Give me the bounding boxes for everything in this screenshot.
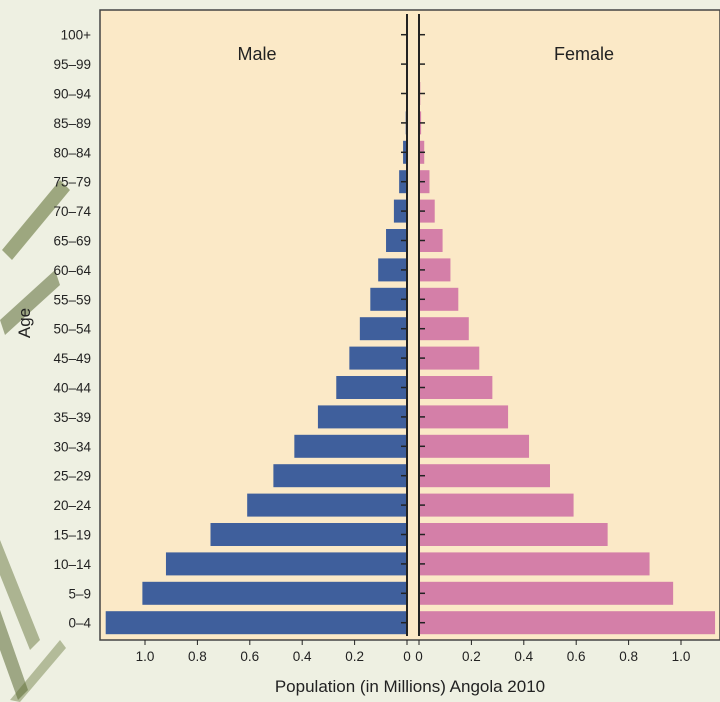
x-tick-label: 0 <box>403 649 411 664</box>
y-axis-title: Age <box>15 308 34 338</box>
age-label-35–39: 35–39 <box>53 410 91 425</box>
male-bar-40–44 <box>336 376 407 399</box>
age-label-20–24: 20–24 <box>53 498 91 513</box>
female-bar-45–49 <box>419 346 480 370</box>
age-label-85–89: 85–89 <box>53 116 91 131</box>
male-bar-50–54 <box>359 317 407 341</box>
female-bar-50–54 <box>419 317 469 341</box>
female-bar-35–39 <box>419 405 509 429</box>
age-label-5–9: 5–9 <box>68 586 91 601</box>
x-tick-label: 0.8 <box>619 649 638 664</box>
age-label-60–64: 60–64 <box>53 263 91 278</box>
male-bar-65–69 <box>386 229 407 252</box>
age-label-45–49: 45–49 <box>53 351 91 366</box>
x-tick-label: 0.4 <box>514 649 533 664</box>
age-label-75–79: 75–79 <box>53 175 91 190</box>
female-bar-70–74 <box>419 199 435 223</box>
age-label-80–84: 80–84 <box>53 145 91 160</box>
x-axis-title: Population (in Millions) Angola 2010 <box>275 677 545 696</box>
female-bar-30–34 <box>419 434 530 458</box>
x-tick-label: 0.2 <box>345 649 364 664</box>
age-label-10–14: 10–14 <box>53 557 91 572</box>
male-bar-15–19 <box>210 523 407 546</box>
age-label-25–29: 25–29 <box>53 469 91 484</box>
male-bar-60–64 <box>378 258 407 282</box>
male-bar-20–24 <box>247 493 407 517</box>
x-tick-label: 0.6 <box>240 649 259 664</box>
population-tick-labels: 1.0 0.8 0.6 0.4 0.2 0 0 0.2 0.4 0.6 0.8 1.0 <box>136 649 691 664</box>
age-label-40–44: 40–44 <box>53 381 91 396</box>
age-label-70–74: 70–74 <box>53 204 91 219</box>
age-tick-labels: 0–4 5–9 10–14 15–19 20–24 25–29 30–34 35–39 40–4… <box>53 28 91 631</box>
age-label-30–34: 30–34 <box>53 439 91 454</box>
x-tick-label: 0 <box>415 649 423 664</box>
axes <box>144 14 682 645</box>
male-bar-45–49 <box>349 346 407 370</box>
age-label-50–54: 50–54 <box>53 322 91 337</box>
x-tick-label: 0.4 <box>293 649 312 664</box>
female-bar-55–59 <box>419 287 459 311</box>
male-bar-70–74 <box>393 199 407 223</box>
male-bar-35–39 <box>317 405 407 429</box>
female-bar-25–29 <box>419 464 550 488</box>
male-bar-25–29 <box>273 464 407 488</box>
x-tick-label: 0.8 <box>188 649 207 664</box>
x-tick-label: 0.6 <box>567 649 586 664</box>
male-bar-10–14 <box>165 552 407 576</box>
male-bar-5–9 <box>142 581 407 605</box>
female-bar-60–64 <box>419 258 451 282</box>
female-bar-40–44 <box>419 376 493 399</box>
female-bar-20–24 <box>419 493 574 517</box>
female-legend-label: Female <box>554 44 614 64</box>
age-label-100+: 100+ <box>61 28 92 43</box>
age-label-95–99: 95–99 <box>53 57 91 72</box>
female-bar-0–4 <box>419 611 716 635</box>
male-bars <box>105 23 407 635</box>
female-bar-5–9 <box>419 581 674 605</box>
female-bar-15–19 <box>419 523 608 546</box>
plot-area <box>99 9 720 641</box>
male-bar-55–59 <box>370 287 407 311</box>
male-bar-30–34 <box>294 434 407 458</box>
x-tick-label: 0.2 <box>462 649 481 664</box>
male-legend-label: Male <box>237 44 276 64</box>
x-tick-label: 1.0 <box>136 649 155 664</box>
age-label-0–4: 0–4 <box>68 616 91 631</box>
age-label-90–94: 90–94 <box>53 87 91 102</box>
age-label-15–19: 15–19 <box>53 528 91 543</box>
male-bar-0–4 <box>105 611 407 635</box>
age-label-55–59: 55–59 <box>53 292 91 307</box>
age-label-65–69: 65–69 <box>53 234 91 249</box>
female-bar-65–69 <box>419 229 443 252</box>
female-bar-10–14 <box>419 552 650 576</box>
x-tick-label: 1.0 <box>672 649 691 664</box>
